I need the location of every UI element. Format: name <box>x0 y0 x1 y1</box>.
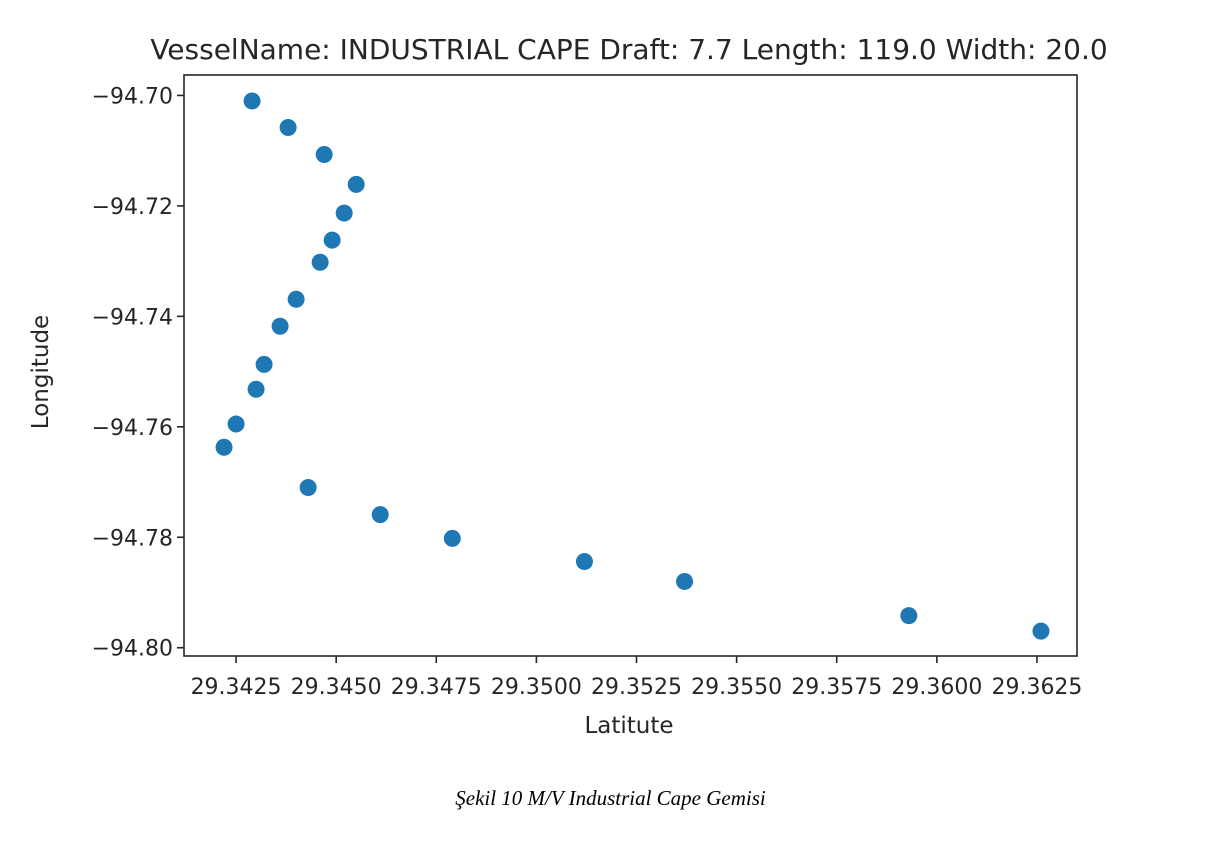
data-point <box>335 204 353 222</box>
data-point <box>255 355 273 373</box>
data-point <box>575 553 593 571</box>
data-point <box>315 146 333 164</box>
data-point <box>443 529 461 547</box>
data-point <box>371 506 389 524</box>
data-points <box>215 92 1050 640</box>
data-point <box>676 572 694 590</box>
x-tick-label: 29.3525 <box>591 675 682 700</box>
x-tick-label: 29.3600 <box>891 675 982 700</box>
y-tick-label: −94.72 <box>92 195 173 220</box>
data-point <box>227 415 245 433</box>
data-point <box>311 253 329 271</box>
x-tick-label: 29.3625 <box>991 675 1082 700</box>
data-point <box>247 380 265 398</box>
data-point <box>299 479 317 497</box>
x-axis-label: Latitute <box>584 713 673 739</box>
data-point <box>215 438 233 456</box>
y-tick-label: −94.70 <box>92 84 173 109</box>
y-axis: −94.70 −94.72 −94.74 −94.76 −94.78 −94.80 <box>92 84 184 662</box>
y-tick-label: −94.74 <box>92 305 173 330</box>
y-tick-label: −94.80 <box>92 637 173 662</box>
data-point <box>323 231 341 249</box>
x-tick-label: 29.3450 <box>291 675 382 700</box>
x-tick-label: 29.3425 <box>191 675 282 700</box>
data-point <box>900 607 918 625</box>
data-point <box>271 317 289 335</box>
x-axis: 29.3425 29.3450 29.3475 29.3500 29.3525 29.35… <box>191 656 1082 700</box>
y-axis-label: Longitude <box>28 315 54 429</box>
x-tick-label: 29.3500 <box>491 675 582 700</box>
data-point <box>1032 622 1050 640</box>
x-tick-label: 29.3550 <box>691 675 782 700</box>
y-tick-label: −94.76 <box>92 416 173 441</box>
data-point <box>287 290 305 308</box>
y-tick-label: −94.78 <box>92 526 173 551</box>
plot-area <box>183 74 1078 657</box>
x-tick-label: 29.3575 <box>791 675 882 700</box>
data-point <box>347 175 365 193</box>
figure-caption: Şekil 10 M/V Industrial Cape Gemisi <box>455 786 766 810</box>
data-point <box>279 118 297 136</box>
chart-title: VesselName: INDUSTRIAL CAPE Draft: 7.7 L… <box>150 33 1107 66</box>
data-point <box>243 92 261 110</box>
x-tick-label: 29.3475 <box>391 675 482 700</box>
